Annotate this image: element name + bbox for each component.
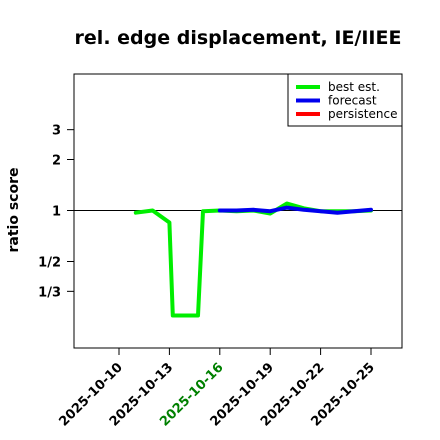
series-line-best-est (133, 201, 373, 318)
y-tick-label: 2 (52, 154, 61, 169)
chart-title: rel. edge displacement, IE/IIEE (75, 27, 402, 49)
legend-label: best est. (328, 80, 380, 94)
series-line-forecast (217, 205, 373, 215)
y-tick-label: 3 (52, 124, 61, 139)
y-tick-label: 1/2 (38, 256, 61, 271)
legend-label: forecast (328, 94, 377, 108)
y-tick-label: 1 (52, 205, 61, 220)
y-axis-label: ratio score (6, 168, 22, 253)
legend-label: persistence (328, 107, 397, 121)
y-tick-label: 1/3 (38, 285, 61, 300)
